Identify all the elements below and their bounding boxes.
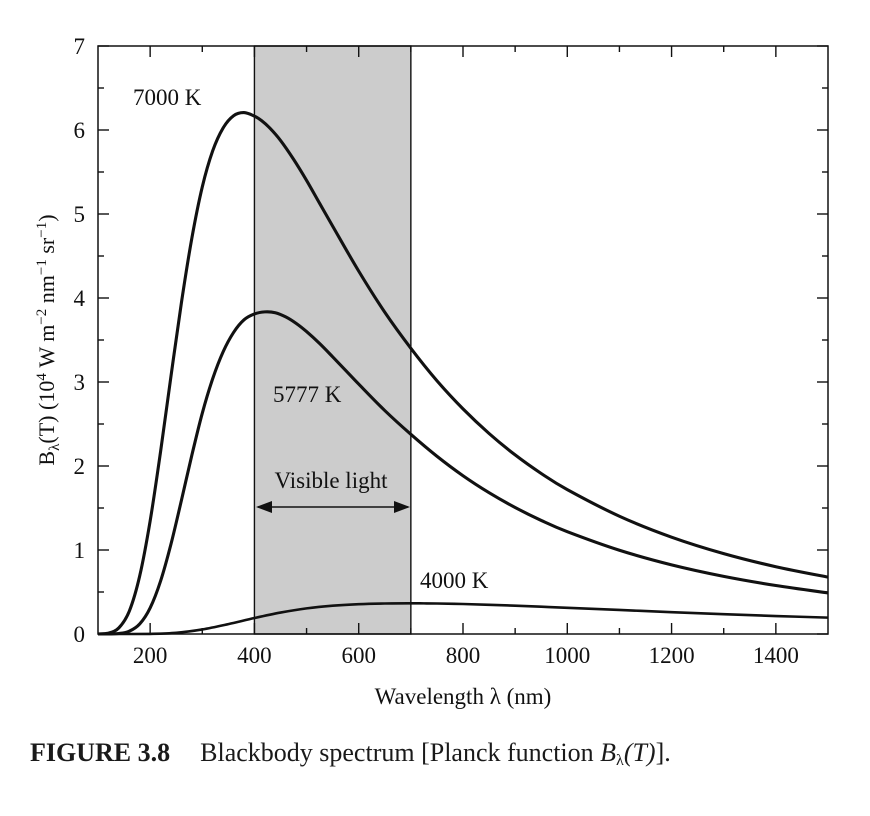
y-tick-label: 0: [74, 622, 86, 647]
series-label-7000k: 7000 K: [133, 85, 202, 110]
shade-layer: [253, 45, 412, 635]
figure-caption-math: B: [600, 738, 617, 767]
series-label-5777k: 5777 K: [273, 382, 342, 407]
y-tick-label: 6: [74, 118, 86, 143]
y-tick-label: 5: [74, 202, 86, 227]
plot-frame: [97, 45, 829, 635]
figure-caption-sub: λ: [616, 752, 624, 769]
visible-light-label: Visible light: [275, 468, 389, 493]
series-label-4000k: 4000 K: [420, 568, 489, 593]
x-tick-label: 1000: [544, 643, 590, 668]
y-tick-label: 2: [74, 454, 86, 479]
curve-layer: [97, 111, 829, 636]
y-tick-label: 1: [74, 538, 86, 563]
y-tick-label: 4: [74, 286, 86, 311]
series-curve-7000k: [97, 111, 829, 636]
x-tick-label: 400: [237, 643, 272, 668]
x-axis-title: Wavelength λ (nm): [375, 684, 552, 709]
y-tick-label: 7: [74, 34, 86, 59]
visible-light-band: [253, 45, 412, 635]
figure-caption-end: ].: [655, 738, 671, 767]
figure-caption: FIGURE 3.8 Blackbody spectrum [Planck fun…: [30, 738, 850, 770]
y-tick-label: 3: [74, 370, 86, 395]
x-tick-label: 1200: [649, 643, 695, 668]
figure-caption-arg: (T): [623, 738, 656, 767]
axis-layer: 200 400 600 800 1000 1200 1400 0 1 2 3 4 5 6 7: [74, 34, 829, 668]
series-curve-5777k: [97, 310, 829, 636]
x-tick-label: 800: [446, 643, 481, 668]
visible-light-arrow: [256, 501, 410, 513]
blackbody-chart: 200 400 600 800 1000 1200 1400 0 1 2 3 4 5 6 7 7000 K …: [34, 34, 829, 709]
y-axis-title: Bλ(T) (104 W m−2 nm−1 sr−1): [34, 214, 63, 465]
x-tick-label: 600: [341, 643, 376, 668]
label-layer: 7000 K 5777 K 4000 K Visible light Wavel…: [34, 85, 551, 709]
figure-caption-label: FIGURE 3.8: [30, 738, 171, 767]
x-tick-label: 1400: [753, 643, 799, 668]
x-tick-label: 200: [133, 643, 168, 668]
figure-caption-text: Blackbody spectrum [Planck function: [200, 738, 601, 767]
